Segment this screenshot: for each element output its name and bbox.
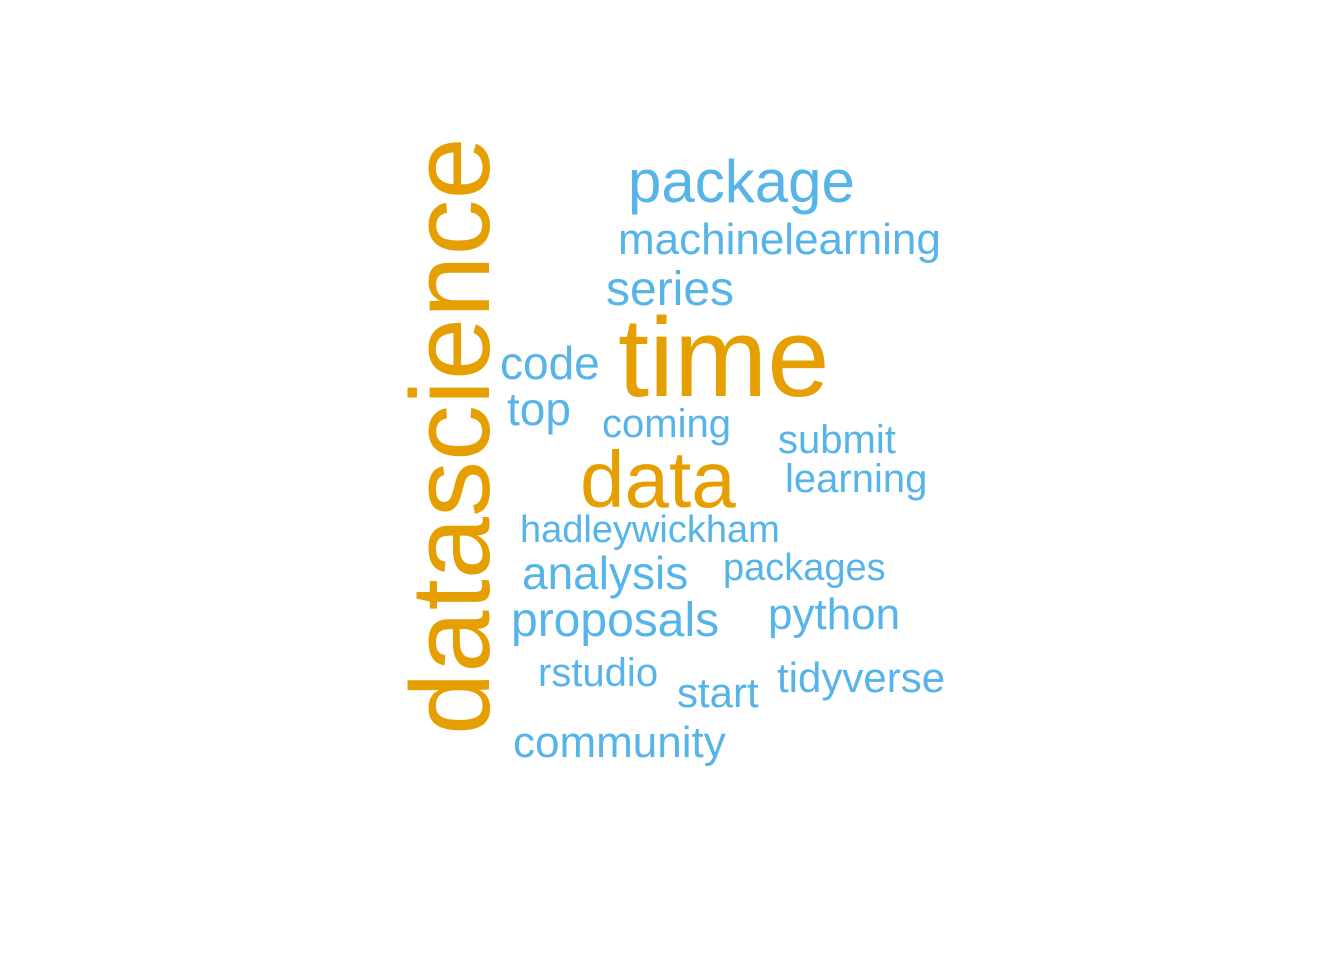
word-analysis: analysis xyxy=(522,547,689,599)
word-top: top xyxy=(507,383,571,435)
word-community: community xyxy=(513,718,726,767)
word-datascience: datascience xyxy=(388,137,513,735)
word-coming: coming xyxy=(602,402,731,446)
word-machinelearning: machinelearning xyxy=(618,215,941,264)
word-time: time xyxy=(618,295,830,420)
word-python: python xyxy=(768,590,901,639)
word-proposals: proposals xyxy=(511,594,720,647)
word-series: series xyxy=(606,263,735,316)
word-tidyverse: tidyverse xyxy=(777,654,946,701)
word-rstudio: rstudio xyxy=(538,651,659,695)
word-submit: submit xyxy=(778,418,896,462)
word-data: data xyxy=(580,435,736,524)
word-learning: learning xyxy=(785,457,928,501)
word-code: code xyxy=(500,337,600,389)
word-start: start xyxy=(677,669,759,716)
word-packages: packages xyxy=(723,547,886,589)
word-package: package xyxy=(628,148,855,215)
word-hadleywickham: hadleywickham xyxy=(520,509,780,551)
